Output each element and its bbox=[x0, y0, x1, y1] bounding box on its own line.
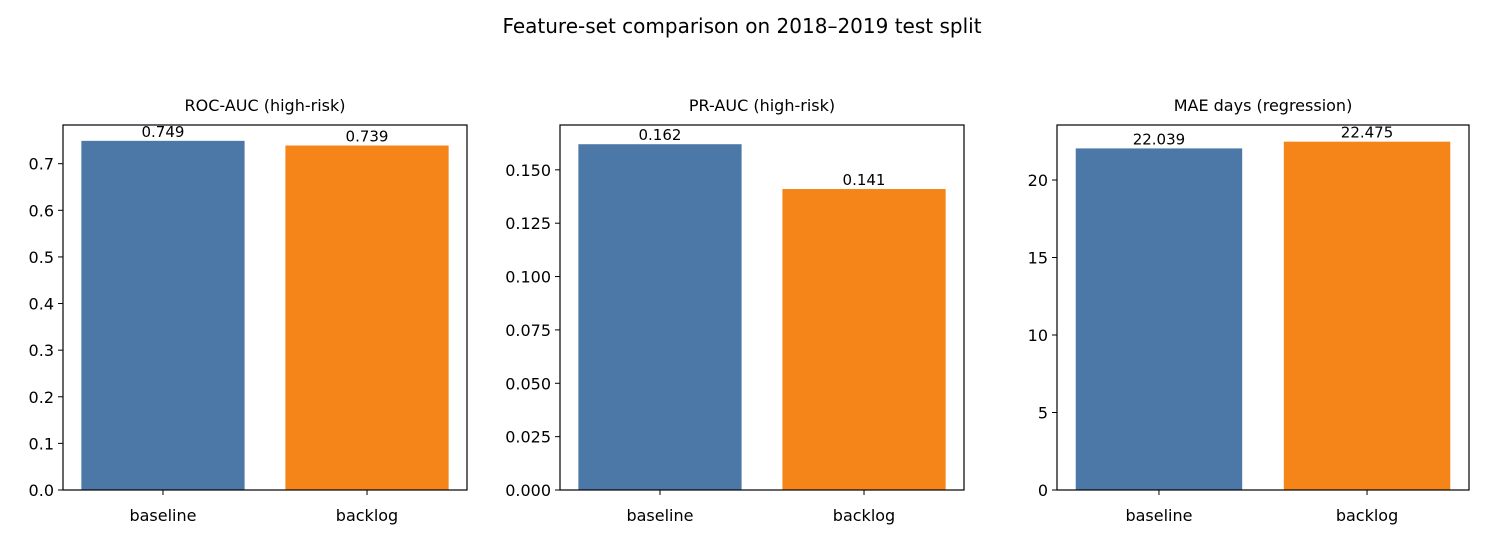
subplot-title: ROC-AUC (high-risk) bbox=[185, 96, 346, 115]
subplot-title: MAE days (regression) bbox=[1174, 96, 1353, 115]
y-tick-label: 0.3 bbox=[29, 341, 54, 360]
axes-frame bbox=[559, 124, 965, 491]
figure-title: Feature-set comparison on 2018–2019 test… bbox=[502, 14, 981, 38]
value-label: 22.039 bbox=[1133, 130, 1186, 148]
y-tick-label: 0.050 bbox=[505, 374, 551, 393]
y-tick-label: 0.075 bbox=[505, 321, 551, 340]
y-tick-label: 0.150 bbox=[505, 161, 551, 180]
x-tick-label: backlog bbox=[336, 506, 398, 525]
bar bbox=[578, 144, 742, 491]
value-label: 0.141 bbox=[843, 171, 886, 189]
subplot: ROC-AUC (high-risk) 0.0 0.1 0.2 0.3 0.4 0.5 0.6… bbox=[29, 96, 468, 525]
y-tick-label: 0.6 bbox=[29, 201, 54, 220]
y-tick-label: 0.7 bbox=[29, 155, 54, 174]
x-tick-label: backlog bbox=[1336, 506, 1398, 525]
bar bbox=[81, 140, 245, 490]
y-tick-label: 0.100 bbox=[505, 268, 551, 287]
x-tick-label: baseline bbox=[129, 506, 196, 525]
x-tick-label: baseline bbox=[1125, 506, 1192, 525]
y-tick-label: 5 bbox=[1038, 404, 1048, 423]
axes-frame bbox=[62, 124, 468, 491]
subplot-title: PR-AUC (high-risk) bbox=[689, 96, 835, 115]
x-tick-label: baseline bbox=[626, 506, 693, 525]
y-tick-label: 0.5 bbox=[29, 248, 54, 267]
value-label: 0.739 bbox=[346, 128, 389, 146]
subplot: MAE days (regression) 0 5 10 15 20 22.039 basel… bbox=[1028, 96, 1470, 525]
y-tick-label: 0.0 bbox=[29, 481, 54, 500]
axes-frame bbox=[1056, 124, 1470, 491]
y-tick-label: 0.025 bbox=[505, 428, 551, 447]
bar bbox=[782, 189, 946, 490]
y-tick-label: 20 bbox=[1028, 171, 1048, 190]
y-tick-label: 0 bbox=[1038, 481, 1048, 500]
y-tick-label: 0.2 bbox=[29, 388, 54, 407]
bar bbox=[1283, 141, 1451, 490]
y-tick-label: 0.000 bbox=[505, 481, 551, 500]
y-tick-label: 10 bbox=[1028, 326, 1048, 345]
value-label: 0.749 bbox=[142, 123, 185, 141]
value-label: 0.162 bbox=[639, 126, 682, 144]
y-tick-label: 15 bbox=[1028, 249, 1048, 268]
bar bbox=[1075, 148, 1243, 491]
y-tick-label: 0.4 bbox=[29, 295, 54, 314]
y-tick-label: 0.125 bbox=[505, 214, 551, 233]
y-tick-label: 0.1 bbox=[29, 434, 54, 453]
subplot: PR-AUC (high-risk) 0.000 0.025 0.050 0.075 0.… bbox=[505, 96, 965, 525]
bar bbox=[285, 145, 449, 490]
value-label: 22.475 bbox=[1341, 124, 1394, 142]
x-tick-label: backlog bbox=[833, 506, 895, 525]
